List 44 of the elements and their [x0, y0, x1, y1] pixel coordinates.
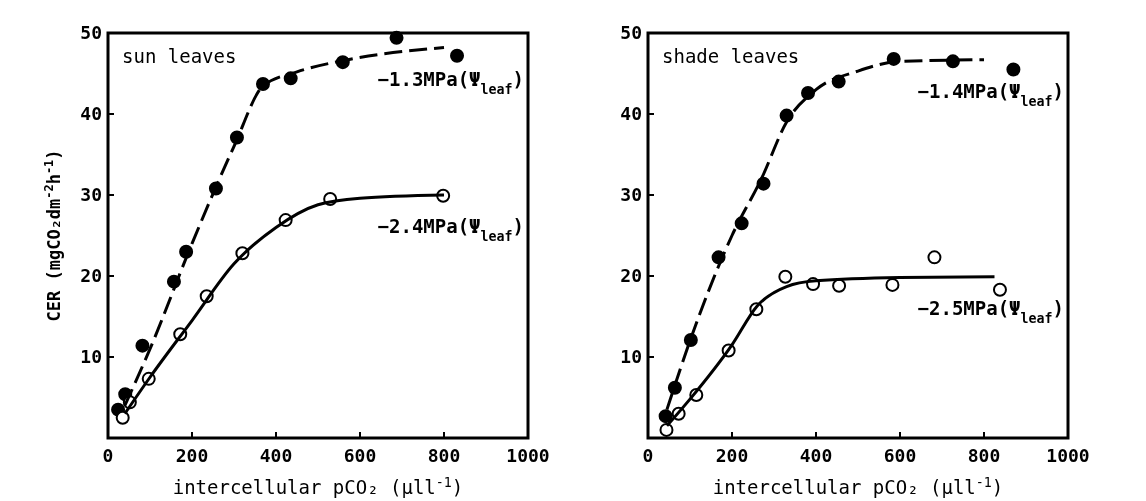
x-tick-label: 800 [967, 445, 1001, 466]
point [658, 409, 673, 424]
x-tick-label: 400 [799, 445, 833, 466]
x-axis-title: intercellular pCO₂ (μll$^{-1}$) [172, 474, 464, 498]
x-tick-label: 0 [642, 445, 654, 466]
series-label: −2.4MPa(Ψ$_{leaf}$) [377, 215, 524, 244]
x-tick-label: 200 [715, 445, 749, 466]
y-tick-label: 10 [620, 346, 642, 367]
x-tick-label: 800 [427, 445, 461, 466]
y-tick-label: 40 [80, 103, 102, 124]
y-tick-label: 10 [80, 346, 102, 367]
point [885, 277, 900, 292]
point [832, 278, 847, 293]
text: shade leaves [662, 45, 800, 67]
y-tick-label: 50 [620, 22, 642, 43]
y-tick-label: 50 [80, 22, 102, 43]
series-label: −1.3MPa(Ψ$_{leaf}$) [377, 67, 524, 97]
x-tick-label: 600 [343, 445, 377, 466]
point [389, 30, 404, 45]
point [927, 250, 942, 265]
series-label: −2.5MPa(Ψ$_{leaf}$) [917, 296, 1064, 326]
point [659, 422, 674, 437]
x-tick-label: 400 [259, 445, 293, 466]
x-tick-label: 1000 [1046, 445, 1090, 466]
point [778, 269, 793, 284]
point [992, 282, 1007, 297]
y-tick-label: 40 [620, 103, 642, 124]
x-tick-label: 1000 [506, 445, 550, 466]
y-tick-label: 30 [620, 184, 642, 205]
text: sun leaves [122, 45, 237, 67]
point [801, 85, 816, 100]
y-tick-label: 20 [620, 265, 642, 286]
series-label: −1.4MPa(Ψ$_{leaf}$) [917, 79, 1064, 109]
point [756, 176, 771, 191]
point [115, 410, 130, 425]
x-tick-label: 0 [102, 445, 114, 466]
y-tick-label: 20 [80, 265, 102, 286]
x-axis-title: intercellular pCO₂ (μll$^{-1}$) [712, 474, 1004, 498]
x-tick-label: 600 [883, 445, 917, 466]
y-tick-label: 30 [80, 184, 102, 205]
point [1006, 62, 1021, 77]
point [135, 338, 150, 353]
point [450, 48, 465, 63]
x-tick-label: 200 [175, 445, 209, 466]
